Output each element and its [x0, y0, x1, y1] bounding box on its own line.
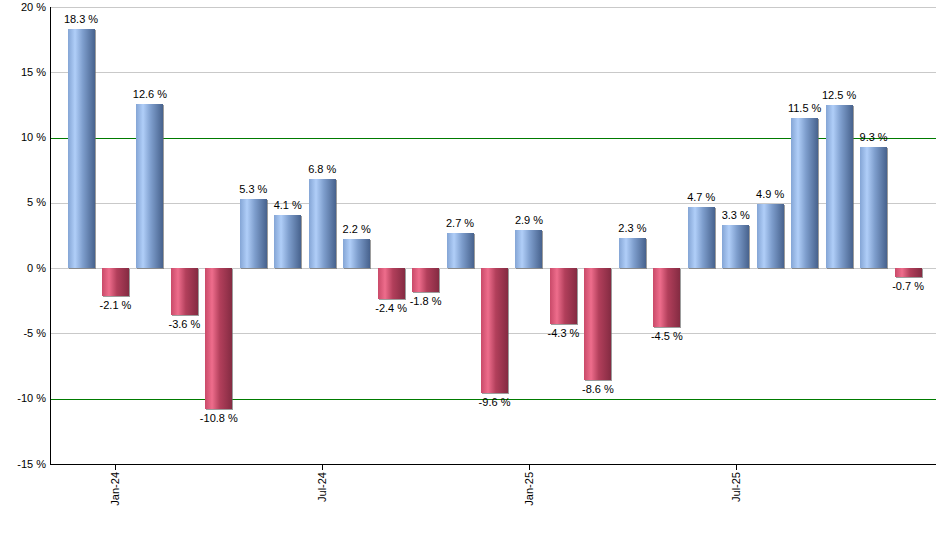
- bar-value-label: 2.7 %: [446, 217, 474, 230]
- bar: [584, 268, 611, 380]
- bar: [653, 268, 680, 327]
- y-axis-tick-label: -10 %: [2, 392, 46, 405]
- bar: [826, 105, 853, 268]
- bar: [412, 268, 439, 292]
- bar-value-label: 2.2 %: [343, 223, 371, 236]
- bar: [757, 204, 784, 268]
- x-axis-tick: [736, 465, 737, 470]
- bar-value-label: -10.8 %: [200, 412, 238, 425]
- bar-value-label: -1.8 %: [410, 295, 442, 308]
- gridline: [50, 7, 936, 8]
- bar: [102, 268, 129, 295]
- bar-value-label: 4.1 %: [274, 199, 302, 212]
- bar: [791, 118, 818, 268]
- y-axis-tick-label: -15 %: [2, 458, 46, 471]
- monthly-returns-bar-chart: 20 % 15 % 10 % 5 % 0 % -5 % -10 % -15 % 18.3 % -2…: [0, 0, 940, 550]
- y-axis-line: [50, 7, 51, 465]
- x-axis-tick: [529, 465, 530, 470]
- bar-value-label: 11.5 %: [788, 102, 821, 115]
- bar: [447, 233, 474, 268]
- bar-value-label: -0.7 %: [892, 280, 924, 293]
- bar: [688, 207, 715, 268]
- bar-value-label: 3.3 %: [722, 209, 750, 222]
- bar-value-label: -2.4 %: [375, 302, 407, 315]
- bar-value-label: 2.3 %: [618, 222, 646, 235]
- bar: [860, 147, 887, 268]
- bar: [895, 268, 922, 277]
- bar-value-label: 5.3 %: [239, 183, 267, 196]
- x-axis-tick-label: Jan-24: [108, 472, 122, 532]
- bar: [343, 239, 370, 268]
- bar: [136, 104, 163, 269]
- bar-value-label: -3.6 %: [168, 318, 200, 331]
- x-axis-line: [50, 464, 936, 465]
- y-axis-tick-label: -5 %: [2, 327, 46, 340]
- bar: [205, 268, 232, 409]
- bar-value-label: 2.9 %: [515, 214, 543, 227]
- y-axis-tick-label: 20 %: [2, 1, 46, 14]
- bar: [240, 199, 267, 268]
- bar-value-label: -2.1 %: [100, 299, 132, 312]
- x-axis-tick-label: Jul-25: [729, 472, 743, 532]
- x-axis-tick: [322, 465, 323, 470]
- bar: [481, 268, 508, 393]
- bar-value-label: 9.3 %: [860, 131, 888, 144]
- y-axis-tick-label: 0 %: [2, 262, 46, 275]
- bar-value-label: 18.3 %: [64, 13, 98, 26]
- bar: [515, 230, 542, 268]
- bar: [722, 225, 749, 268]
- x-axis-tick-label: Jan-25: [522, 472, 536, 532]
- bar: [309, 179, 336, 268]
- bar: [378, 268, 405, 299]
- y-axis-tick-label: 10 %: [2, 131, 46, 144]
- bar: [274, 215, 301, 269]
- gridline: [50, 72, 936, 73]
- bar: [68, 29, 95, 268]
- bar: [171, 268, 198, 315]
- bar: [619, 238, 646, 268]
- bar-value-label: 6.8 %: [308, 163, 336, 176]
- bar: [550, 268, 577, 324]
- bar-value-label: 12.6 %: [133, 88, 167, 101]
- y-axis-tick-label: 5 %: [2, 196, 46, 209]
- x-axis-tick: [115, 465, 116, 470]
- bar-value-label: -4.3 %: [548, 327, 580, 340]
- bar-value-label: 12.5 %: [822, 89, 856, 102]
- bar-value-label: -8.6 %: [582, 383, 614, 396]
- bar-value-label: 4.9 %: [756, 188, 784, 201]
- bar-value-label: -4.5 %: [651, 330, 683, 343]
- y-axis-tick-label: 15 %: [2, 66, 46, 79]
- bar-value-label: -9.6 %: [479, 396, 511, 409]
- x-axis-tick-label: Jul-24: [315, 472, 329, 532]
- bar-value-label: 4.7 %: [687, 191, 715, 204]
